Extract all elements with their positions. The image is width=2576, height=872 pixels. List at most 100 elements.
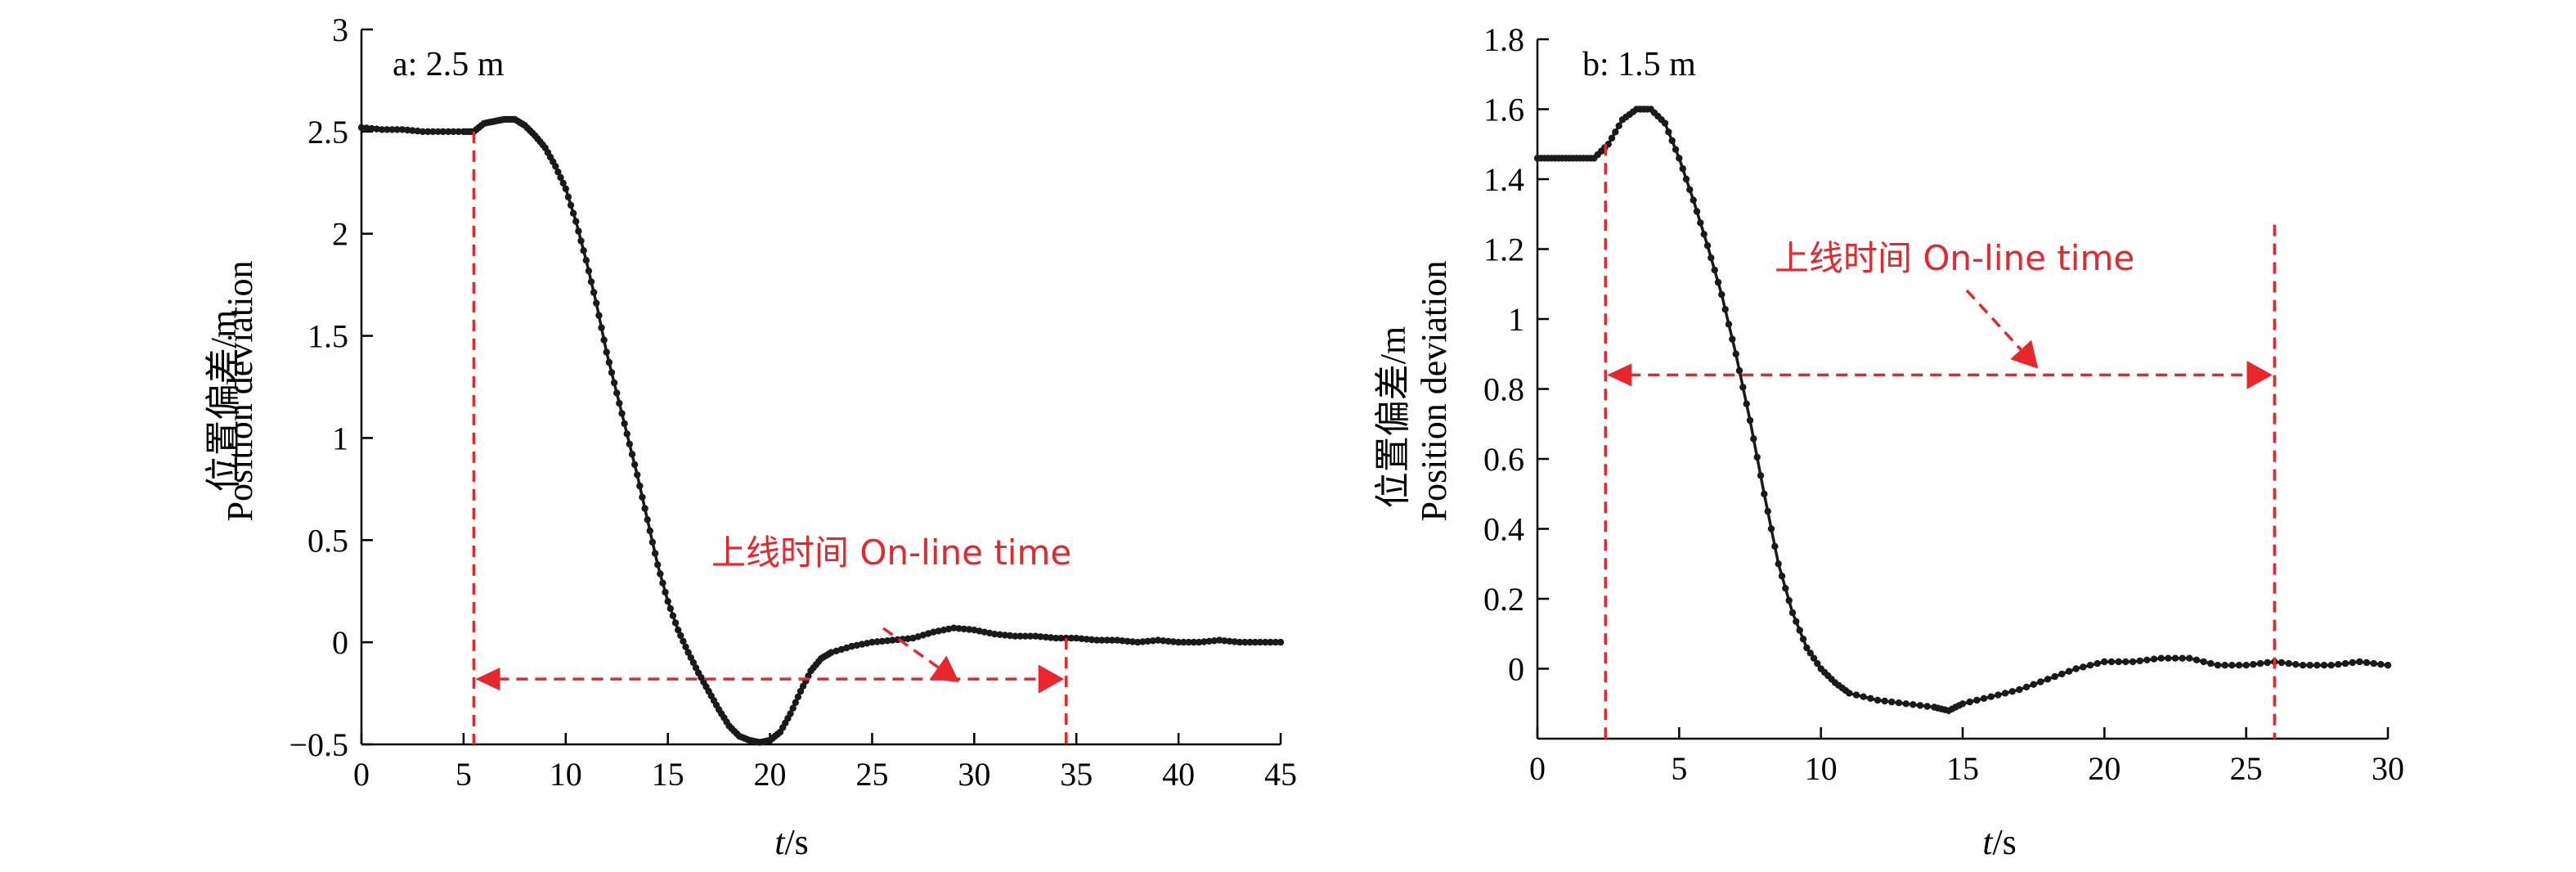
data-point-b xyxy=(2107,658,2116,666)
data-point-a xyxy=(1241,638,1249,646)
data-point-a xyxy=(945,625,953,633)
data-point-b xyxy=(1690,196,1697,204)
online-time-label-a: 上线时间 On-line time xyxy=(711,533,1071,573)
online-time-label-b: 上线时间 On-line time xyxy=(1775,238,2134,278)
data-point-b xyxy=(2228,662,2236,669)
series-line-b xyxy=(1537,107,2389,712)
data-point-a xyxy=(639,493,646,501)
data-point-a xyxy=(378,126,386,133)
data-point-b xyxy=(2157,654,2165,662)
data-point-b xyxy=(2235,662,2243,669)
data-point-a xyxy=(1251,638,1259,646)
data-point-a xyxy=(1124,637,1131,645)
data-point-a xyxy=(1067,634,1075,642)
x-axis-title-b: t/s xyxy=(1982,822,2017,862)
data-point-a xyxy=(357,124,366,132)
data-point-a xyxy=(593,299,600,307)
data-point-a xyxy=(677,632,684,640)
data-point-b xyxy=(1966,698,1973,706)
data-point-a xyxy=(671,619,680,627)
data-point-a xyxy=(559,179,567,187)
data-point-a xyxy=(1021,632,1030,640)
data-point-a xyxy=(646,527,653,535)
data-point-a xyxy=(1165,637,1172,645)
data-point-a xyxy=(598,324,605,331)
y-tick-label-b: 1.6 xyxy=(1483,92,1524,128)
data-point-a xyxy=(950,624,958,632)
data-point-b xyxy=(1782,585,1789,592)
plot-area-a: −0.500.511.522.530 5 10 15 20 25 30 35 40 45上线时间 … xyxy=(289,11,1297,793)
data-point-b xyxy=(2313,662,2321,669)
data-point-b xyxy=(1916,702,1924,709)
x-tick-label-a: 5 xyxy=(456,756,472,793)
data-point-b xyxy=(1732,350,1739,357)
data-point-b xyxy=(2150,655,2158,663)
y-tick-label-a: 1.5 xyxy=(307,318,348,355)
y-tick-label-b: 0.2 xyxy=(1483,581,1524,618)
data-point-b xyxy=(1806,650,1814,657)
data-point-a xyxy=(1262,638,1269,646)
data-point-b xyxy=(1771,542,1779,551)
data-point-a xyxy=(1134,638,1142,646)
data-point-a xyxy=(1103,636,1111,644)
data-point-a xyxy=(965,626,973,633)
data-point-a xyxy=(1246,638,1254,646)
data-point-b xyxy=(2250,661,2257,668)
data-point-b xyxy=(2192,656,2201,663)
data-point-b xyxy=(2207,659,2215,667)
data-point-a xyxy=(794,693,802,701)
data-point-a xyxy=(996,631,1003,638)
data-point-b xyxy=(1757,472,1765,479)
data-point-b xyxy=(1668,137,1676,145)
data-point-a xyxy=(1129,638,1137,645)
data-point-a xyxy=(621,420,628,428)
data-point-b xyxy=(2349,658,2356,667)
x-tick-label-b: 30 xyxy=(2372,750,2404,787)
data-point-a xyxy=(1180,638,1187,646)
data-point-a xyxy=(853,641,860,650)
data-point-a xyxy=(797,687,805,695)
data-point-a xyxy=(1073,634,1080,642)
data-point-b xyxy=(2094,659,2101,667)
data-point-a xyxy=(1200,638,1208,645)
data-point-b xyxy=(2384,662,2392,669)
data-point-a xyxy=(631,461,639,469)
data-point-a xyxy=(971,627,978,634)
data-point-a xyxy=(644,516,651,524)
x-axis-title-var-a: t xyxy=(774,822,786,862)
data-point-a xyxy=(662,588,669,596)
data-point-b xyxy=(2278,658,2286,667)
data-point-a xyxy=(684,649,692,656)
data-point-a xyxy=(1083,636,1090,643)
data-point-a xyxy=(1169,638,1178,645)
y-tick-label-b: 1.8 xyxy=(1483,21,1524,58)
data-point-a xyxy=(595,312,603,319)
data-point-b xyxy=(1881,697,1888,705)
data-point-a xyxy=(1215,636,1223,644)
data-point-a xyxy=(1139,638,1147,645)
data-point-a xyxy=(1144,637,1151,645)
data-point-b xyxy=(1739,384,1747,391)
data-point-b xyxy=(2044,676,2052,683)
data-point-a xyxy=(787,710,794,717)
data-point-b xyxy=(1793,618,1800,625)
data-point-a xyxy=(1231,638,1239,645)
data-point-a xyxy=(1185,638,1192,646)
data-point-a xyxy=(1037,633,1044,641)
y-tick-label-a: −0.5 xyxy=(289,726,348,763)
data-point-a xyxy=(1154,636,1162,644)
data-point-a xyxy=(636,482,644,490)
data-point-a xyxy=(608,369,616,376)
data-point-b xyxy=(1746,416,1754,425)
data-point-a xyxy=(557,173,564,182)
data-point-a xyxy=(669,612,677,619)
y-tick-label-b: 0.6 xyxy=(1483,441,1524,478)
y-tick-label-a: 0 xyxy=(332,624,348,661)
data-point-a xyxy=(843,644,850,652)
data-point-b xyxy=(1608,134,1616,142)
data-point-a xyxy=(569,209,577,217)
data-point-b xyxy=(1729,335,1736,343)
data-point-a xyxy=(1052,634,1060,642)
data-point-b xyxy=(2016,685,2023,694)
y-tick-label-b: 0 xyxy=(1508,651,1524,688)
